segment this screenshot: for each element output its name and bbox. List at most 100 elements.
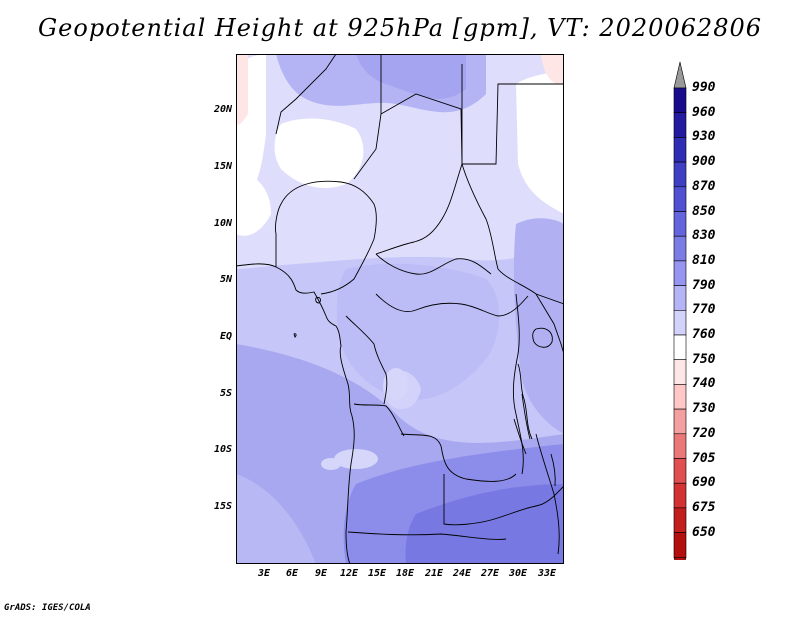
colorbar-level-label: 650 — [692, 524, 716, 540]
border-drc-south — [400, 433, 517, 482]
map-frame — [236, 54, 564, 564]
field-spot-1 — [334, 449, 378, 469]
colorbar-level-label: 900 — [692, 154, 716, 170]
field-east-mid — [513, 218, 564, 434]
border-north-1 — [275, 54, 337, 135]
colorbar-box — [673, 384, 687, 410]
border-lake-2 — [513, 418, 527, 455]
grads-credit: GrADS: IGES/COLA — [4, 603, 91, 613]
lat-label-20n: 20N — [213, 104, 232, 115]
colorbar-box — [673, 408, 687, 435]
colorbar-level-label: 675 — [692, 499, 716, 515]
colorbar-box — [673, 112, 687, 138]
lon-label-24e: 24E — [452, 568, 472, 579]
lon-label-15e: 15E — [367, 568, 387, 579]
colorbar-level-label: 740 — [692, 376, 716, 392]
field-southeast-highest — [405, 484, 564, 564]
lat-label-5s: 5S — [219, 388, 232, 399]
colorbar-box — [673, 310, 687, 336]
field-pink-ne — [541, 54, 564, 85]
lon-label-6e: 6E — [285, 568, 299, 579]
lat-label-15n: 15N — [213, 161, 232, 172]
colorbar-box — [673, 507, 687, 533]
border-congo — [345, 315, 388, 405]
lake-victoria — [532, 327, 553, 348]
map-title: Geopotential Height at 925hPa [gpm], VT:… — [38, 14, 762, 42]
lon-label-9e: 9E — [314, 568, 328, 579]
colorbar-box — [673, 186, 687, 212]
border-lake-1 — [517, 363, 533, 440]
lat-label-10n: 10N — [213, 218, 232, 229]
lat-label-eq: EQ — [219, 331, 232, 342]
colorbar-box — [673, 161, 687, 188]
border-chad — [353, 54, 463, 255]
border-north-2 — [462, 83, 564, 165]
field-sw-ocean — [236, 474, 316, 564]
field-north-light — [236, 54, 564, 269]
border-east-coast — [535, 293, 564, 355]
field-spot-2 — [384, 368, 408, 400]
colorbar-level-label: 690 — [692, 475, 716, 491]
colorbar-box — [673, 137, 687, 163]
border-car — [375, 253, 492, 275]
colorbar-box — [673, 433, 687, 459]
colorbar-box — [673, 458, 687, 484]
border-nigeria — [275, 180, 377, 295]
field-white-center — [274, 118, 364, 189]
field-north-band-2 — [356, 54, 466, 99]
colorbar-box — [673, 235, 687, 262]
colorbar-level-label: 720 — [692, 425, 716, 441]
field-pink-nw — [236, 54, 248, 125]
colorbar-box — [673, 334, 687, 361]
lon-label-27e: 27E — [480, 568, 500, 579]
colorbar-level-label: 930 — [692, 129, 716, 145]
colorbar-level-label: 810 — [692, 252, 716, 268]
colorbar-box — [673, 482, 687, 509]
lon-label-3e: 3E — [257, 568, 271, 579]
colorbar — [673, 61, 687, 560]
colorbar-box — [673, 87, 687, 114]
lake-malawi — [550, 453, 556, 487]
field-basin-light — [336, 263, 500, 400]
colorbar-level-label: 960 — [692, 104, 716, 120]
colorbar-level-label: 730 — [692, 401, 716, 417]
border-mozambique — [535, 433, 560, 555]
geopotential-map — [236, 54, 564, 564]
colorbar-box — [673, 532, 687, 558]
border-zambia — [443, 474, 564, 526]
lat-label-15s: 15S — [213, 501, 232, 512]
colorbar-top-arrow — [673, 61, 687, 89]
colorbar-level-label: 705 — [692, 450, 716, 466]
lat-label-10s: 10S — [213, 444, 232, 455]
coastline-west-africa — [236, 263, 355, 564]
colorbar-level-label: 790 — [692, 277, 716, 293]
bioko-island — [315, 297, 321, 304]
colorbar-box — [673, 211, 687, 237]
lon-label-18e: 18E — [395, 568, 415, 579]
colorbar-level-label: 850 — [692, 203, 716, 219]
colorbar-level-label: 990 — [692, 80, 716, 95]
border-drc-west — [353, 403, 405, 437]
field-white-west — [236, 169, 271, 236]
lon-label-21e: 21E — [424, 568, 444, 579]
lon-label-30e: 30E — [508, 568, 528, 579]
border-angola-namibia — [347, 531, 507, 540]
colorbar-level-label: 750 — [692, 351, 716, 367]
border-drc-north — [375, 293, 529, 317]
lake-tanganyika — [521, 393, 531, 440]
colorbar-level-label: 760 — [692, 327, 716, 342]
border-sudan — [461, 64, 564, 305]
lat-label-5n: 5N — [219, 274, 232, 285]
field-spot-3 — [321, 458, 341, 470]
field-white-ne — [516, 69, 564, 214]
colorbar-box — [673, 359, 687, 385]
borders — [236, 54, 564, 564]
sao-tome-island — [293, 333, 297, 338]
colorbar-level-label: 770 — [692, 302, 716, 318]
lon-label-33e: 33E — [537, 568, 557, 579]
lon-label-12e: 12E — [339, 568, 359, 579]
colorbar-level-label: 830 — [692, 228, 716, 244]
colorbar-box — [673, 285, 687, 311]
colorbar-box — [673, 260, 687, 286]
